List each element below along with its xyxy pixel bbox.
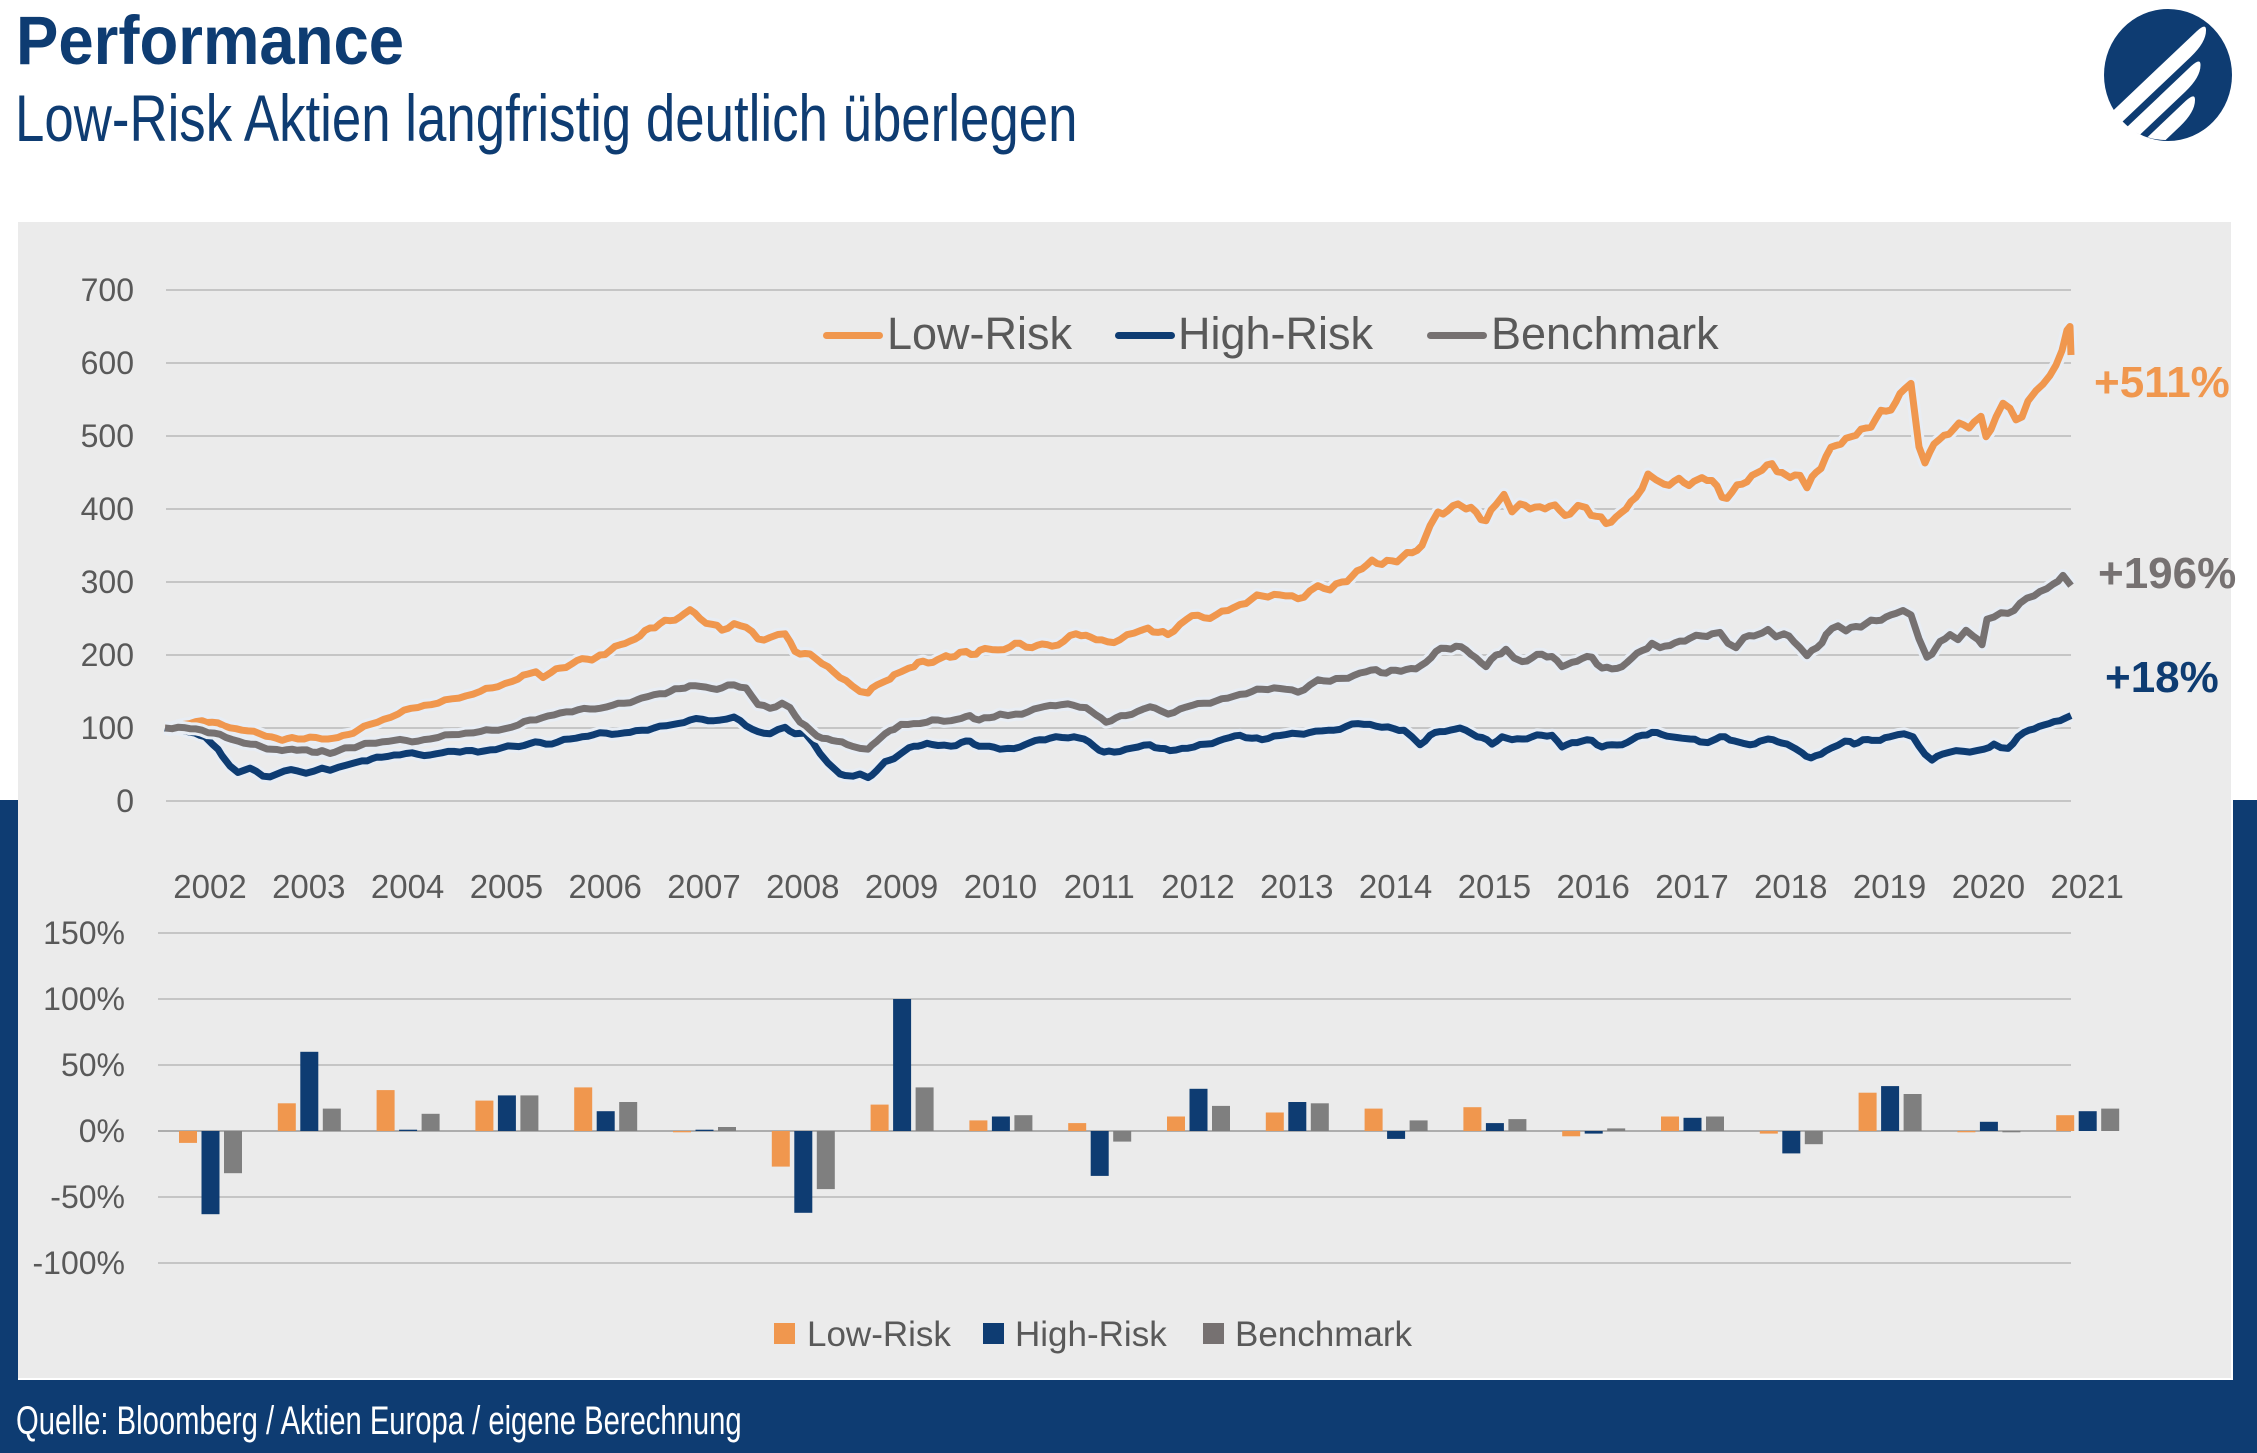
svg-text:0%: 0%: [79, 1113, 125, 1149]
svg-text:2010: 2010: [964, 868, 1037, 905]
svg-text:2020: 2020: [1952, 868, 2025, 905]
svg-text:2011: 2011: [1064, 868, 1135, 905]
svg-text:2021: 2021: [2050, 868, 2123, 905]
svg-text:2003: 2003: [272, 868, 345, 905]
svg-text:2002: 2002: [173, 868, 246, 905]
svg-text:400: 400: [81, 491, 134, 527]
svg-text:50%: 50%: [61, 1047, 125, 1083]
svg-text:600: 600: [81, 345, 134, 381]
svg-text:2019: 2019: [1853, 868, 1926, 905]
svg-text:2014: 2014: [1359, 868, 1432, 905]
svg-text:High-Risk: High-Risk: [1015, 1315, 1167, 1354]
svg-text:Low-Risk: Low-Risk: [887, 308, 1073, 359]
svg-text:Benchmark: Benchmark: [1491, 308, 1719, 359]
svg-text:2006: 2006: [568, 868, 641, 905]
svg-text:+511%: +511%: [2094, 358, 2230, 407]
svg-text:2007: 2007: [667, 868, 740, 905]
svg-text:0: 0: [116, 783, 134, 819]
svg-text:2009: 2009: [865, 868, 938, 905]
svg-text:2016: 2016: [1556, 868, 1629, 905]
svg-text:-50%: -50%: [50, 1179, 125, 1215]
svg-text:2017: 2017: [1655, 868, 1728, 905]
svg-text:Benchmark: Benchmark: [1235, 1315, 1413, 1354]
svg-text:2013: 2013: [1260, 868, 1333, 905]
svg-text:2008: 2008: [766, 868, 839, 905]
svg-text:2005: 2005: [470, 868, 543, 905]
svg-text:Low-Risk: Low-Risk: [807, 1315, 951, 1354]
svg-text:100%: 100%: [43, 981, 125, 1017]
svg-text:-100%: -100%: [33, 1245, 126, 1281]
svg-text:200: 200: [81, 637, 134, 673]
svg-text:2004: 2004: [371, 868, 444, 905]
svg-text:500: 500: [81, 418, 134, 454]
svg-text:700: 700: [81, 272, 134, 308]
svg-text:2012: 2012: [1161, 868, 1234, 905]
svg-text:150%: 150%: [43, 915, 125, 951]
svg-text:2015: 2015: [1458, 868, 1531, 905]
svg-text:100: 100: [81, 710, 134, 746]
svg-text:+196%: +196%: [2098, 549, 2236, 598]
svg-text:High-Risk: High-Risk: [1178, 308, 1374, 359]
svg-text:2018: 2018: [1754, 868, 1827, 905]
svg-text:+18%: +18%: [2105, 653, 2219, 702]
svg-text:300: 300: [81, 564, 134, 600]
